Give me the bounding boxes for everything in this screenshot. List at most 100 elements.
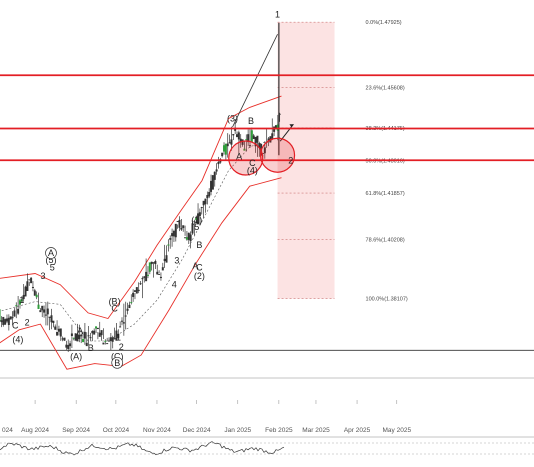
price-candle	[128, 304, 131, 309]
x-tick-label: 024	[2, 427, 13, 434]
price-candle	[169, 238, 172, 240]
wave-label: C	[249, 158, 256, 168]
price-candle	[178, 219, 181, 228]
price-candle	[106, 343, 109, 345]
price-candle	[263, 147, 266, 154]
price-candle	[191, 223, 194, 234]
price-candle	[139, 283, 142, 285]
highlight-circle	[259, 137, 296, 173]
price-candle	[43, 309, 46, 313]
price-candle	[80, 334, 83, 337]
price-candle	[135, 287, 138, 294]
price-candle	[156, 271, 159, 275]
price-candle	[50, 315, 53, 323]
price-candle	[250, 130, 253, 143]
wave-label: C	[196, 263, 203, 273]
wave-label: A	[192, 261, 198, 271]
price-candle	[252, 135, 255, 140]
price-candle	[200, 207, 203, 209]
price-candle	[137, 289, 140, 292]
wave-label: (3)	[227, 113, 238, 123]
wave-label: C	[12, 320, 19, 330]
price-candle	[48, 316, 51, 318]
price-candle	[226, 143, 229, 147]
price-candle	[76, 334, 79, 342]
price-candle	[46, 308, 49, 315]
price-candle	[52, 320, 55, 324]
price-candle	[89, 337, 92, 339]
trend-line	[232, 33, 278, 128]
fib-level-label: 23.6%(1.45608)	[366, 85, 405, 91]
x-tick-label: Mar 2025	[302, 427, 330, 434]
price-candle	[74, 333, 77, 341]
price-candle	[65, 344, 68, 348]
price-candle	[221, 152, 224, 157]
bollinger-lower-band	[0, 177, 282, 370]
price-candle	[2, 316, 5, 325]
price-candle	[182, 225, 185, 228]
price-candle	[96, 327, 99, 330]
price-candle	[57, 328, 60, 332]
price-candle	[93, 330, 96, 335]
wave-label: B	[248, 116, 254, 126]
price-candle	[211, 175, 214, 190]
price-candle	[217, 161, 220, 165]
fib-level-label: 0.0%(1.47925)	[366, 20, 402, 26]
price-candle	[22, 294, 25, 300]
price-candle	[132, 292, 135, 297]
price-candle	[100, 330, 103, 336]
price-candle	[187, 232, 190, 240]
wave-label: 1	[19, 295, 24, 305]
price-candle	[228, 142, 231, 144]
price-candle	[206, 194, 209, 199]
wave-label: 3	[41, 271, 46, 281]
price-candle	[165, 255, 168, 263]
price-candle	[26, 281, 29, 292]
wave-label: 2	[25, 318, 30, 328]
price-candle	[130, 302, 133, 304]
price-candle	[30, 277, 33, 284]
price-candle	[109, 337, 112, 342]
price-candle	[224, 143, 227, 155]
price-candle	[87, 335, 90, 337]
price-candle	[56, 331, 59, 336]
price-candle	[213, 171, 216, 180]
price-candle	[256, 135, 259, 143]
wave-label: B	[114, 358, 120, 368]
price-candle	[210, 180, 213, 192]
price-candle	[0, 320, 3, 323]
price-candle	[33, 290, 36, 296]
price-candle	[41, 305, 44, 311]
price-candle	[215, 169, 218, 172]
oscillator-line	[0, 441, 285, 456]
wave-label: 1	[116, 332, 121, 342]
price-candle	[254, 136, 257, 147]
price-candle	[122, 322, 125, 324]
price-candle	[31, 286, 34, 288]
price-candle	[11, 317, 14, 319]
price-candle	[158, 273, 161, 275]
price-candle	[159, 276, 162, 279]
x-tick-label: Sep 2024	[62, 427, 90, 434]
price-candle	[145, 271, 148, 282]
x-tick-label: Feb 2025	[265, 427, 293, 434]
bollinger-upper-band	[0, 95, 282, 320]
x-tick-label: Jan 2025	[224, 427, 251, 434]
price-candle	[15, 305, 18, 307]
price-candle	[230, 139, 233, 145]
price-candle	[95, 326, 98, 329]
price-candle	[185, 237, 188, 240]
price-candle	[9, 316, 12, 320]
wave-label: A	[236, 151, 242, 161]
price-candle	[0, 309, 1, 322]
price-candle	[108, 340, 111, 342]
price-candle	[146, 274, 149, 276]
price-candle	[63, 337, 66, 341]
price-candle	[195, 217, 198, 221]
price-candle	[91, 330, 94, 334]
price-candle	[18, 300, 21, 305]
price-candle	[152, 262, 155, 264]
price-candle	[176, 221, 179, 223]
